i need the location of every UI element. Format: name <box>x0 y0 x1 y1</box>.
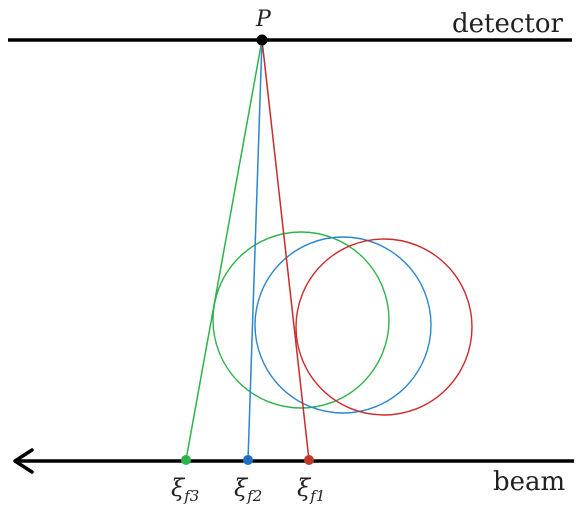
focus-label-f2: ξf2 <box>234 474 262 505</box>
focus-symbol-f3: ξ <box>171 474 186 502</box>
detector-label: detector <box>452 9 564 39</box>
focus-point-f3 <box>181 455 191 465</box>
focus-subscript-f2: f2 <box>246 487 262 505</box>
focus-point-f2 <box>243 455 253 465</box>
focus-subscript-f3: f3 <box>183 487 199 505</box>
green-circle <box>212 231 390 409</box>
red-ray <box>261 39 310 461</box>
beam-label: beam <box>493 467 565 497</box>
focus-point-f1 <box>304 455 314 465</box>
focus-subscript-f1: f1 <box>309 487 325 505</box>
blue-ray <box>247 39 263 461</box>
beam-arrow-icon <box>13 448 34 474</box>
point-p <box>256 34 268 46</box>
point-label: P <box>255 7 272 32</box>
focus-symbol-f1: ξ <box>297 474 312 502</box>
focus-label-f1: ξf1 <box>297 474 325 505</box>
red-circle <box>295 238 473 416</box>
green-ray <box>185 39 263 461</box>
focus-symbol-f2: ξ <box>234 474 249 502</box>
focus-label-f3: ξf3 <box>171 474 199 505</box>
blue-circle <box>254 236 432 414</box>
